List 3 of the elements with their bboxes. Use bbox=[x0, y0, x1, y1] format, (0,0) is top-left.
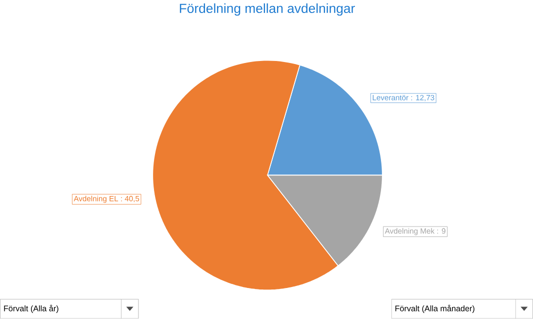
chart-title: Fördelning mellan avdelningar bbox=[180, 4, 355, 16]
text: Förvalt (Alla månader) bbox=[395, 304, 474, 314]
text: Förvalt (Alla år) bbox=[4, 304, 58, 314]
